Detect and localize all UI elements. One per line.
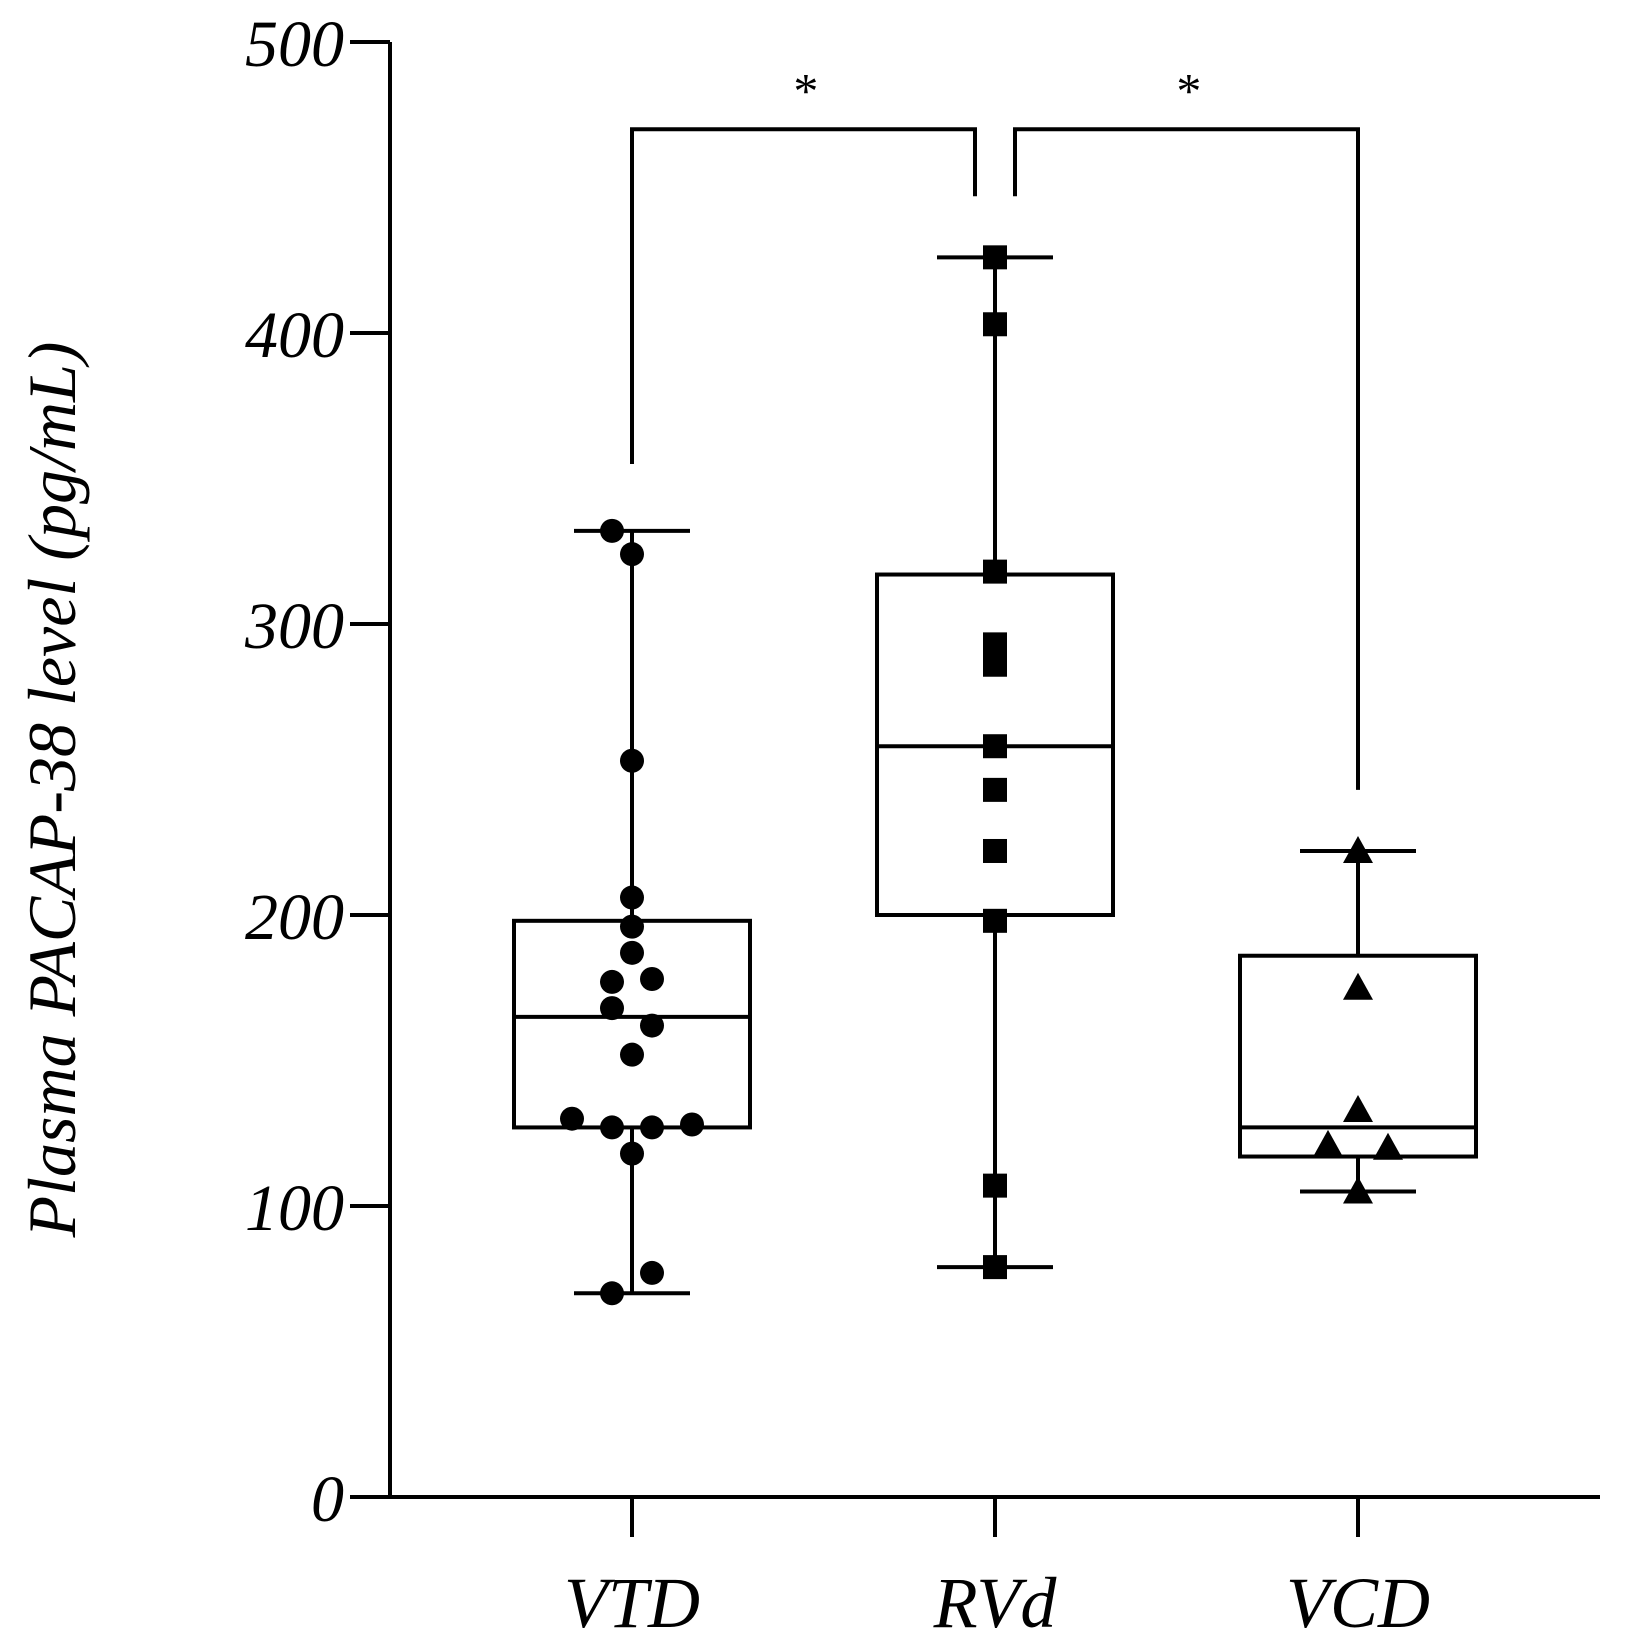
- y-tick-label: 0: [311, 1463, 344, 1536]
- data-point-circle: [600, 969, 624, 994]
- data-point-circle: [620, 542, 644, 567]
- x-category-label: RVd: [933, 1563, 1058, 1643]
- data-point-circle: [620, 940, 644, 965]
- data-point-circle: [600, 1115, 624, 1140]
- data-points: [560, 245, 1403, 1306]
- data-point-circle: [560, 1106, 584, 1131]
- x-axis-categories: VTD RVd VCD: [564, 1497, 1430, 1643]
- data-point-circle: [640, 1260, 664, 1285]
- significance-brackets: * *: [630, 62, 1360, 790]
- data-point-circle: [640, 967, 664, 992]
- data-point-circle: [620, 914, 644, 939]
- data-point-circle: [620, 1042, 644, 1067]
- data-point-circle: [620, 748, 644, 773]
- data-point-triangle: [1373, 1132, 1403, 1160]
- y-tick-label: 100: [245, 1172, 344, 1245]
- data-point-circle: [620, 1141, 644, 1166]
- box-group-rvd: [875, 255, 1115, 1270]
- data-point-square: [983, 652, 1007, 677]
- data-point-square: [983, 838, 1007, 863]
- x-category-label: VCD: [1286, 1563, 1430, 1643]
- y-axis-label-group: Plasma PACAP-38 level (pg/mL): [14, 342, 90, 1239]
- box-group-vtd: [512, 528, 752, 1296]
- data-point-square: [983, 1255, 1007, 1280]
- data-point-square: [983, 632, 1007, 657]
- significance-bracket: [1013, 127, 1360, 790]
- data-point-triangle: [1313, 1129, 1343, 1157]
- data-point-square: [983, 908, 1007, 933]
- box-groups: [512, 255, 1478, 1296]
- y-tick-label: 400: [245, 299, 344, 372]
- data-point-square: [983, 559, 1007, 584]
- data-point-triangle: [1343, 835, 1373, 863]
- data-point-triangle: [1343, 1094, 1373, 1122]
- data-point-circle: [600, 1281, 624, 1306]
- data-point-triangle: [1343, 1176, 1373, 1204]
- data-point-circle: [680, 1112, 704, 1137]
- y-axis-label: Plasma PACAP-38 level (pg/mL): [14, 342, 90, 1239]
- data-point-square: [983, 777, 1007, 802]
- data-point-square: [983, 245, 1007, 270]
- significance-label: *: [791, 62, 816, 118]
- data-point-circle: [640, 1115, 664, 1140]
- data-point-circle: [600, 518, 624, 543]
- y-tick-label: 300: [244, 590, 344, 663]
- data-point-triangle: [1343, 972, 1373, 1000]
- data-point-square: [983, 1173, 1007, 1198]
- box-group-vcd: [1238, 848, 1478, 1194]
- y-axis-ticks: 0 100 200 300 400 500: [244, 8, 390, 1536]
- data-point-square: [983, 734, 1007, 759]
- data-point-circle: [620, 885, 644, 910]
- y-tick-label: 200: [245, 881, 344, 954]
- y-tick-label: 500: [245, 8, 344, 81]
- x-category-label: VTD: [564, 1563, 700, 1643]
- data-point-square: [983, 312, 1007, 337]
- data-point-circle: [640, 1013, 664, 1038]
- significance-label: *: [1174, 62, 1199, 118]
- data-point-circle: [600, 996, 624, 1021]
- significance-bracket: [630, 127, 977, 464]
